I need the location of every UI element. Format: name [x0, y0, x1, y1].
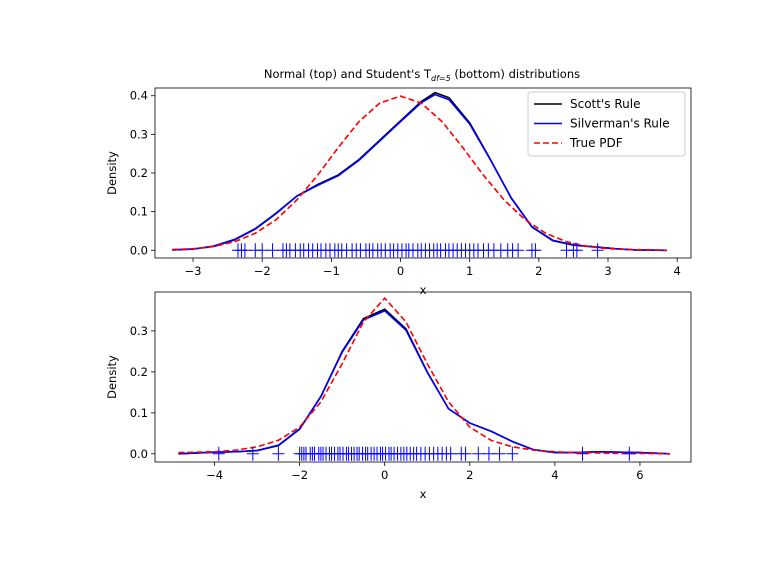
x-tick-label: 1: [466, 264, 473, 278]
y-axis-label: Density: [105, 151, 119, 195]
rug-marker: [623, 446, 636, 461]
rug-marker: [506, 446, 519, 461]
rug-marker: [238, 243, 251, 258]
y-tick-label: 0.1: [130, 205, 148, 219]
legend-box: [527, 91, 686, 157]
rug-marker: [529, 243, 542, 258]
x-tick-label: 4: [551, 468, 558, 482]
series-line-true-pdf: [178, 296, 670, 455]
x-tick-label: 2: [466, 468, 473, 482]
rug-marker: [472, 446, 485, 461]
plot-area: [172, 91, 667, 258]
x-tick-label: 0: [381, 468, 388, 482]
legend: Scott's Rule Silverman's Rule True PDF: [527, 91, 686, 157]
y-tick-label: 0.0: [130, 447, 148, 461]
y-tick-label: 0.1: [130, 406, 148, 420]
x-tick-label: −4: [206, 468, 223, 482]
y-tick-label: 0.2: [130, 166, 148, 180]
figure-title-subscript: df=5: [431, 74, 451, 83]
x-tick-label: −3: [185, 264, 202, 278]
y-tick-label: 0.4: [130, 89, 148, 103]
y-tick-label: 0.3: [130, 324, 148, 338]
x-axis-label: x: [420, 283, 427, 297]
plot-area: [178, 296, 670, 461]
x-tick-label: −2: [254, 264, 271, 278]
x-tick-label: 6: [636, 468, 643, 482]
x-tick-label: 2: [535, 264, 542, 278]
legend-label: Silverman's Rule: [570, 117, 670, 131]
rug-marker: [256, 243, 269, 258]
y-tick-label: 0.2: [130, 365, 148, 379]
rug-marker: [576, 446, 589, 461]
x-tick-label: 3: [604, 264, 611, 278]
rug-marker: [482, 446, 495, 461]
rug-marker: [272, 446, 285, 461]
rug-marker: [459, 446, 472, 461]
rug-marker: [444, 446, 457, 461]
x-tick-label: −1: [323, 264, 340, 278]
rug-marker: [591, 243, 604, 258]
rug-marker: [493, 446, 506, 461]
legend-label: True PDF: [569, 136, 623, 150]
series-line-true-pdf: [172, 95, 667, 252]
x-tick-label: −2: [291, 468, 308, 482]
top-panel-normal: −3 −2 −1 0 1 2 3 4 0.0 0.1 0.2 0.3 0.4 x Density Scott'…: [105, 87, 692, 297]
y-axis-label: Density: [105, 355, 119, 399]
x-axis-label: x: [420, 487, 427, 501]
y-tick-label: 0.3: [130, 127, 148, 141]
rug-marker: [266, 243, 279, 258]
rug-marker: [570, 243, 583, 258]
x-tick-label: 0: [397, 264, 404, 278]
figure-title: Normal (top) and Student's Tdf=5 (bottom…: [264, 67, 580, 83]
axes-frame: [154, 87, 692, 259]
bottom-panel-student-t: −4 −2 0 2 4 6 0.0 0.1 0.2 0.3 x Density: [105, 291, 692, 501]
rug-marker: [212, 446, 225, 461]
rug-marker: [246, 446, 259, 461]
series-line-silverman-s-rule: [178, 309, 670, 455]
rug-marker: [512, 243, 525, 258]
legend-label: Scott's Rule: [570, 97, 640, 111]
y-tick-label: 0.0: [130, 243, 148, 257]
axes-frame: [154, 291, 692, 463]
figure-title-tail: (bottom) distributions: [451, 67, 580, 81]
x-tick-label: 4: [674, 264, 681, 278]
